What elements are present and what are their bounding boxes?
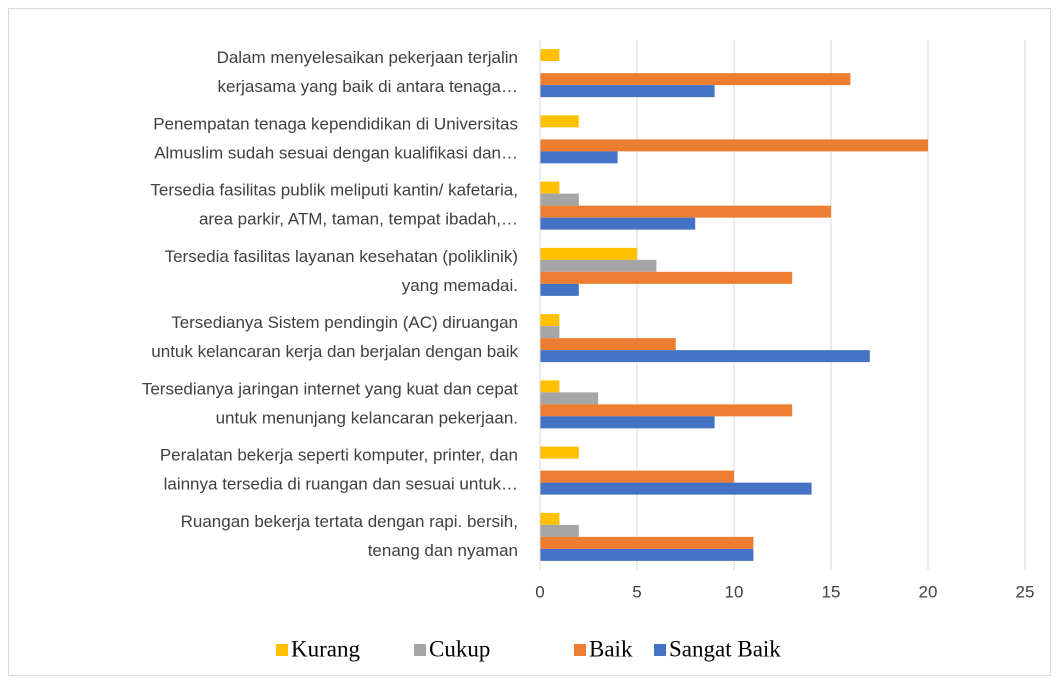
category-label: untuk kelancaran kerja dan berjalan deng…	[151, 342, 518, 361]
bar	[540, 338, 676, 351]
bar	[540, 283, 579, 296]
category-label: Tersedianya Sistem pendingin (AC) diruan…	[171, 313, 518, 332]
legend-label: Baik	[589, 636, 633, 661]
bar	[540, 524, 579, 537]
bar	[540, 404, 793, 417]
bar	[540, 416, 715, 429]
bar	[540, 85, 715, 98]
bar	[540, 482, 812, 495]
category-label: yang memadai.	[402, 276, 518, 295]
bar	[540, 205, 831, 218]
bar	[540, 350, 870, 363]
x-tick-label: 25	[1016, 582, 1035, 601]
bar	[540, 392, 599, 405]
bar	[540, 380, 560, 393]
bar	[540, 314, 560, 327]
category-label: untuk menunjang kelancaran pekerjaan.	[216, 408, 518, 427]
x-tick-label: 20	[919, 582, 938, 601]
category-label: Tersedia fasilitas layanan kesehatan (po…	[165, 247, 518, 266]
bar	[540, 247, 637, 260]
bar	[540, 259, 657, 272]
category-label: Dalam menyelesaikan pekerjaan terjalin	[217, 48, 518, 67]
category-label: lainnya tersedia di ruangan dan sesuai u…	[164, 475, 518, 494]
legend-swatch	[276, 644, 288, 656]
bar	[540, 217, 696, 230]
bar	[540, 548, 754, 561]
bar	[540, 271, 793, 284]
bar	[540, 115, 579, 128]
category-label: Penempatan tenaga kependidikan di Univer…	[153, 114, 518, 133]
legend-swatch	[654, 644, 666, 656]
x-tick-label: 15	[822, 582, 841, 601]
bar	[540, 49, 560, 62]
legend-label: Kurang	[291, 636, 360, 661]
category-label: Tersedianya jaringan internet yang kuat …	[142, 379, 518, 398]
legend-swatch	[574, 644, 586, 656]
legend-swatch	[414, 644, 426, 656]
category-label: tenang dan nyaman	[368, 541, 518, 560]
bar	[540, 512, 560, 525]
category-label: area parkir, ATM, taman, tempat ibadah,…	[199, 210, 518, 229]
chart-border	[8, 8, 1051, 676]
category-label: Tersedia fasilitas publik meliputi kanti…	[150, 181, 518, 200]
bar	[540, 181, 560, 194]
bar	[540, 73, 851, 86]
bar	[540, 151, 618, 164]
legend-label: Cukup	[429, 636, 490, 661]
bar	[540, 326, 560, 339]
bar	[540, 193, 579, 206]
category-label: Peralatan bekerja seperti komputer, prin…	[160, 446, 518, 465]
category-label: Almuslim sudah sesuai dengan kualifikasi…	[154, 143, 518, 162]
x-tick-label: 5	[632, 582, 641, 601]
bar	[540, 470, 734, 483]
bar	[540, 446, 579, 459]
category-label: kerjasama yang baik di antara tenaga…	[217, 77, 518, 96]
category-label: Ruangan bekerja tertata dengan rapi. ber…	[181, 512, 518, 531]
bar	[540, 536, 754, 549]
bar	[540, 139, 928, 152]
x-tick-label: 10	[725, 582, 744, 601]
legend-label: Sangat Baik	[669, 636, 781, 661]
x-tick-label: 0	[535, 582, 544, 601]
